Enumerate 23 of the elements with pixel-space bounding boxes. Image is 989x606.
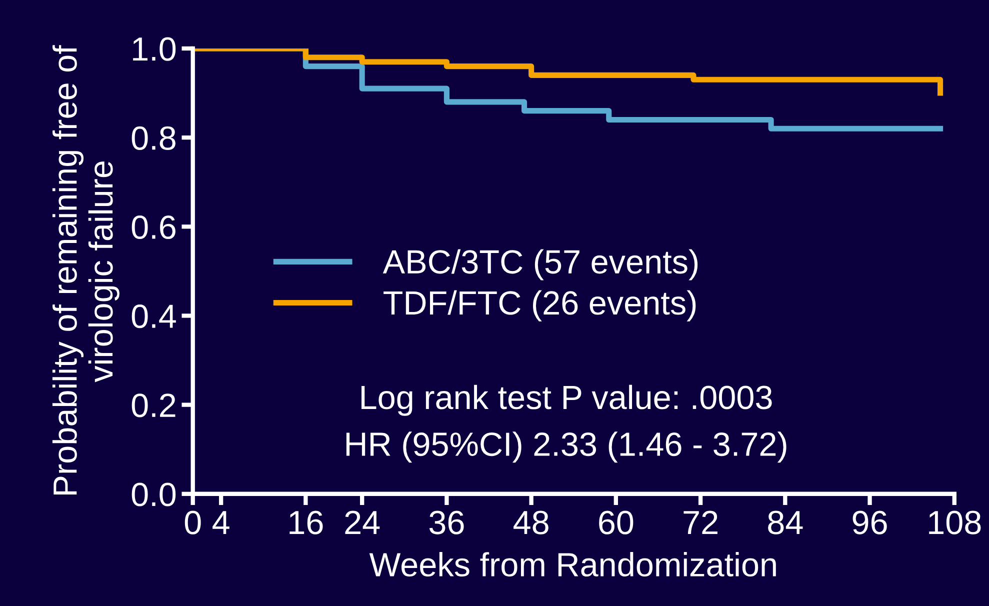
y-tick-label: 0.4 (132, 304, 176, 328)
x-tick-label: 84 (768, 510, 803, 534)
x-tick-label: 48 (514, 510, 548, 534)
x-axis-title: Weeks from Randomization (369, 552, 776, 577)
y-tick-label: 0.6 (132, 215, 176, 240)
x-tick-label: 24 (345, 510, 380, 534)
y-tick-label: 0.2 (132, 394, 176, 418)
legend-label: TDF/FTC (26 events) (384, 290, 696, 322)
x-tick-label: 4 (212, 511, 230, 534)
x-tick-label: 60 (599, 510, 634, 534)
annotation: HR (95%CI) 2.33 (1.46 - 3.72) (346, 432, 786, 463)
legend-label: ABC/3TC (57 events) (382, 249, 698, 280)
x-tick-label: 96 (852, 510, 887, 534)
y-tick-label: 0.8 (132, 126, 176, 150)
x-tick-label: 16 (290, 510, 323, 534)
x-tick-label: 72 (684, 510, 718, 534)
x-tick-label: 0 (184, 510, 201, 534)
y-tick-label: 0.0 (132, 482, 176, 506)
x-tick-label: 36 (429, 510, 464, 534)
x-tick-label: 108 (929, 510, 981, 534)
y-axis-title: Probability of remaining free of virologic failure (52, 45, 120, 494)
y-tick-label: 1.0 (133, 37, 176, 61)
annotation: Log rank test P value: .0003 (362, 384, 772, 416)
